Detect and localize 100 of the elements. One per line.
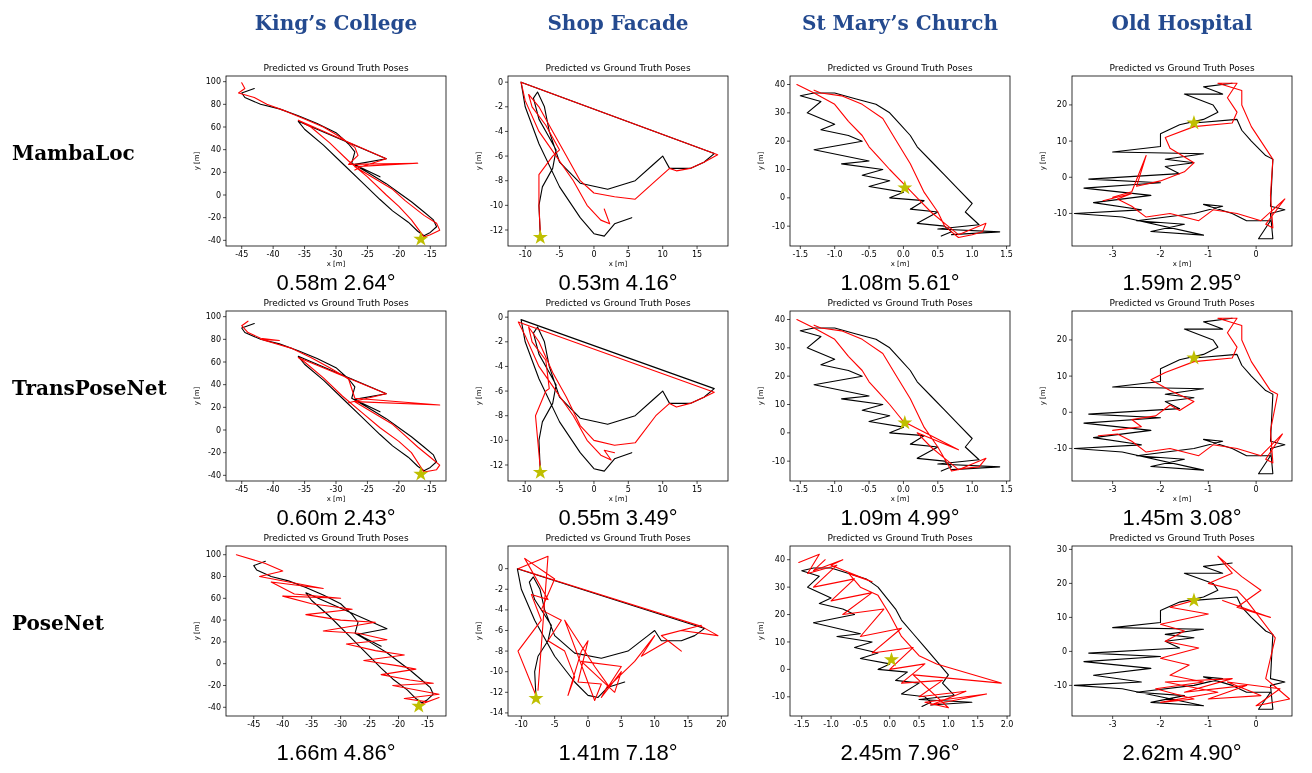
text: 0.60m 2.43° (276, 505, 396, 530)
y-tick-label: 0 (215, 190, 221, 200)
x-tick-label: -30 (329, 485, 343, 494)
x-tick-label: 1.0 (965, 250, 979, 259)
y-tick-label: 10 (1056, 371, 1067, 381)
x-tick-label: 1.5 (1000, 250, 1013, 259)
y-tick-label: 20 (210, 167, 221, 177)
chart-title: Predicted vs Ground Truth Poses (1109, 63, 1255, 73)
x-tick-label: -3 (1108, 720, 1117, 729)
x-tick-label: -10 (518, 485, 532, 494)
y-tick-label: -8 (495, 646, 503, 656)
x-tick-label: 0 (1253, 720, 1259, 729)
line-series (1097, 317, 1283, 464)
x-tick-label: -20 (391, 720, 406, 729)
line-series (801, 567, 973, 707)
y-tick-label: 10 (1056, 612, 1067, 622)
x-tick-label: 10 (649, 720, 660, 729)
y-tick-label: -40 (207, 235, 221, 245)
y-tick-label: 20 (774, 136, 785, 146)
y-tick-label: 20 (1056, 100, 1067, 110)
text: King’s College (254, 11, 418, 35)
x-tick-label: -45 (235, 485, 249, 494)
y-tick-label: 0 (215, 659, 221, 669)
x-tick-label: 5 (625, 485, 631, 494)
chart-title: Predicted vs Ground Truth Poses (263, 298, 409, 308)
y-tick-label: 30 (774, 582, 785, 592)
x-tick-label: -40 (266, 250, 280, 259)
x-tick-label: -1 (1204, 485, 1213, 494)
y-tick-label: -8 (495, 176, 503, 186)
y-tick-label: 0 (779, 193, 785, 203)
y-tick-label: -10 (1053, 680, 1067, 690)
y-tick-label: 40 (774, 315, 785, 325)
y-tick-label: -10 (771, 456, 785, 466)
y-tick-label: 0 (215, 425, 221, 435)
x-tick-label: 5 (625, 250, 631, 259)
x-tick-label: -10 (518, 250, 532, 259)
x-tick-label: -3 (1108, 250, 1117, 259)
text: 1.41m 7.18° (558, 740, 678, 765)
y-tick-label: -10 (1053, 209, 1067, 219)
x-tick-label: 10 (657, 485, 668, 494)
x-tick-label: -30 (329, 250, 343, 259)
y-tick-label: -40 (207, 470, 221, 480)
y-tick-label: -20 (207, 213, 221, 223)
y-tick-label: 0 (497, 312, 503, 322)
x-tick-label: -15 (420, 720, 435, 729)
chart-title: Predicted vs Ground Truth Poses (545, 63, 691, 73)
y-tick-label: -10 (489, 200, 503, 210)
y-tick-label: 20 (774, 610, 785, 620)
y-tick-label: -6 (495, 151, 503, 161)
y-tick-label: 80 (210, 334, 221, 344)
chart-title: Predicted vs Ground Truth Poses (263, 533, 409, 543)
line-series (1155, 555, 1291, 707)
x-tick-label: -2 (1156, 250, 1165, 259)
y-tick-label: 40 (210, 380, 221, 390)
text: 0.53m 4.16° (558, 270, 678, 295)
text: Shop Facade (547, 11, 689, 35)
x-tick-label: 0 (585, 720, 591, 729)
chart-title: Predicted vs Ground Truth Poses (827, 63, 973, 73)
x-tick-label: -25 (363, 720, 377, 729)
x-tick-label: -0.5 (852, 720, 869, 729)
y-tick-label: 40 (774, 555, 785, 565)
x-tick-label: -3 (1108, 485, 1117, 494)
x-tick-label: 0 (591, 485, 597, 494)
y-tick-label: -12 (489, 687, 503, 697)
y-tick-label: -6 (495, 386, 503, 396)
text: 1.66m 4.86° (276, 740, 396, 765)
x-tick-label: -35 (305, 720, 319, 729)
chart-title: Predicted vs Ground Truth Poses (545, 533, 691, 543)
x-tick-label: -35 (298, 250, 312, 259)
x-tick-label: 0 (591, 250, 597, 259)
x-tick-label: -40 (266, 485, 280, 494)
text: PoseNet (12, 611, 105, 635)
text: 1.45m 3.08° (1122, 505, 1242, 530)
y-tick-label: 0 (779, 428, 785, 438)
x-tick-label: -1 (1204, 720, 1213, 729)
x-tick-label: -5 (555, 485, 564, 494)
y-tick-label: -2 (495, 102, 503, 112)
y-tick-label: -10 (1053, 444, 1067, 454)
text: 1.09m 4.99° (840, 505, 960, 530)
x-tick-label: -1.0 (826, 250, 843, 259)
x-tick-label: -10 (514, 720, 528, 729)
x-tick-label: 1.5 (1000, 485, 1013, 494)
x-tick-label: 1.0 (942, 720, 955, 729)
x-tick-label: -35 (298, 485, 312, 494)
y-tick-label: -12 (489, 460, 503, 470)
x-tick-label: 0 (1253, 485, 1259, 494)
y-tick-label: 30 (1056, 544, 1067, 554)
y-tick-label: 20 (210, 637, 221, 647)
y-tick-label: 20 (1056, 578, 1067, 588)
y-tick-label: -4 (495, 605, 503, 615)
x-tick-label: 5 (618, 720, 624, 729)
y-tick-label: -10 (489, 435, 503, 445)
x-tick-label: 15 (691, 250, 703, 259)
y-tick-label: 0 (1061, 407, 1067, 417)
x-tick-label: -1 (1204, 250, 1213, 259)
x-tick-label: 15 (691, 485, 703, 494)
x-tick-label: -2 (1156, 720, 1165, 729)
y-tick-label: 0 (1061, 172, 1067, 182)
y-tick-label: 20 (210, 402, 221, 412)
y-tick-label: 60 (210, 357, 221, 367)
